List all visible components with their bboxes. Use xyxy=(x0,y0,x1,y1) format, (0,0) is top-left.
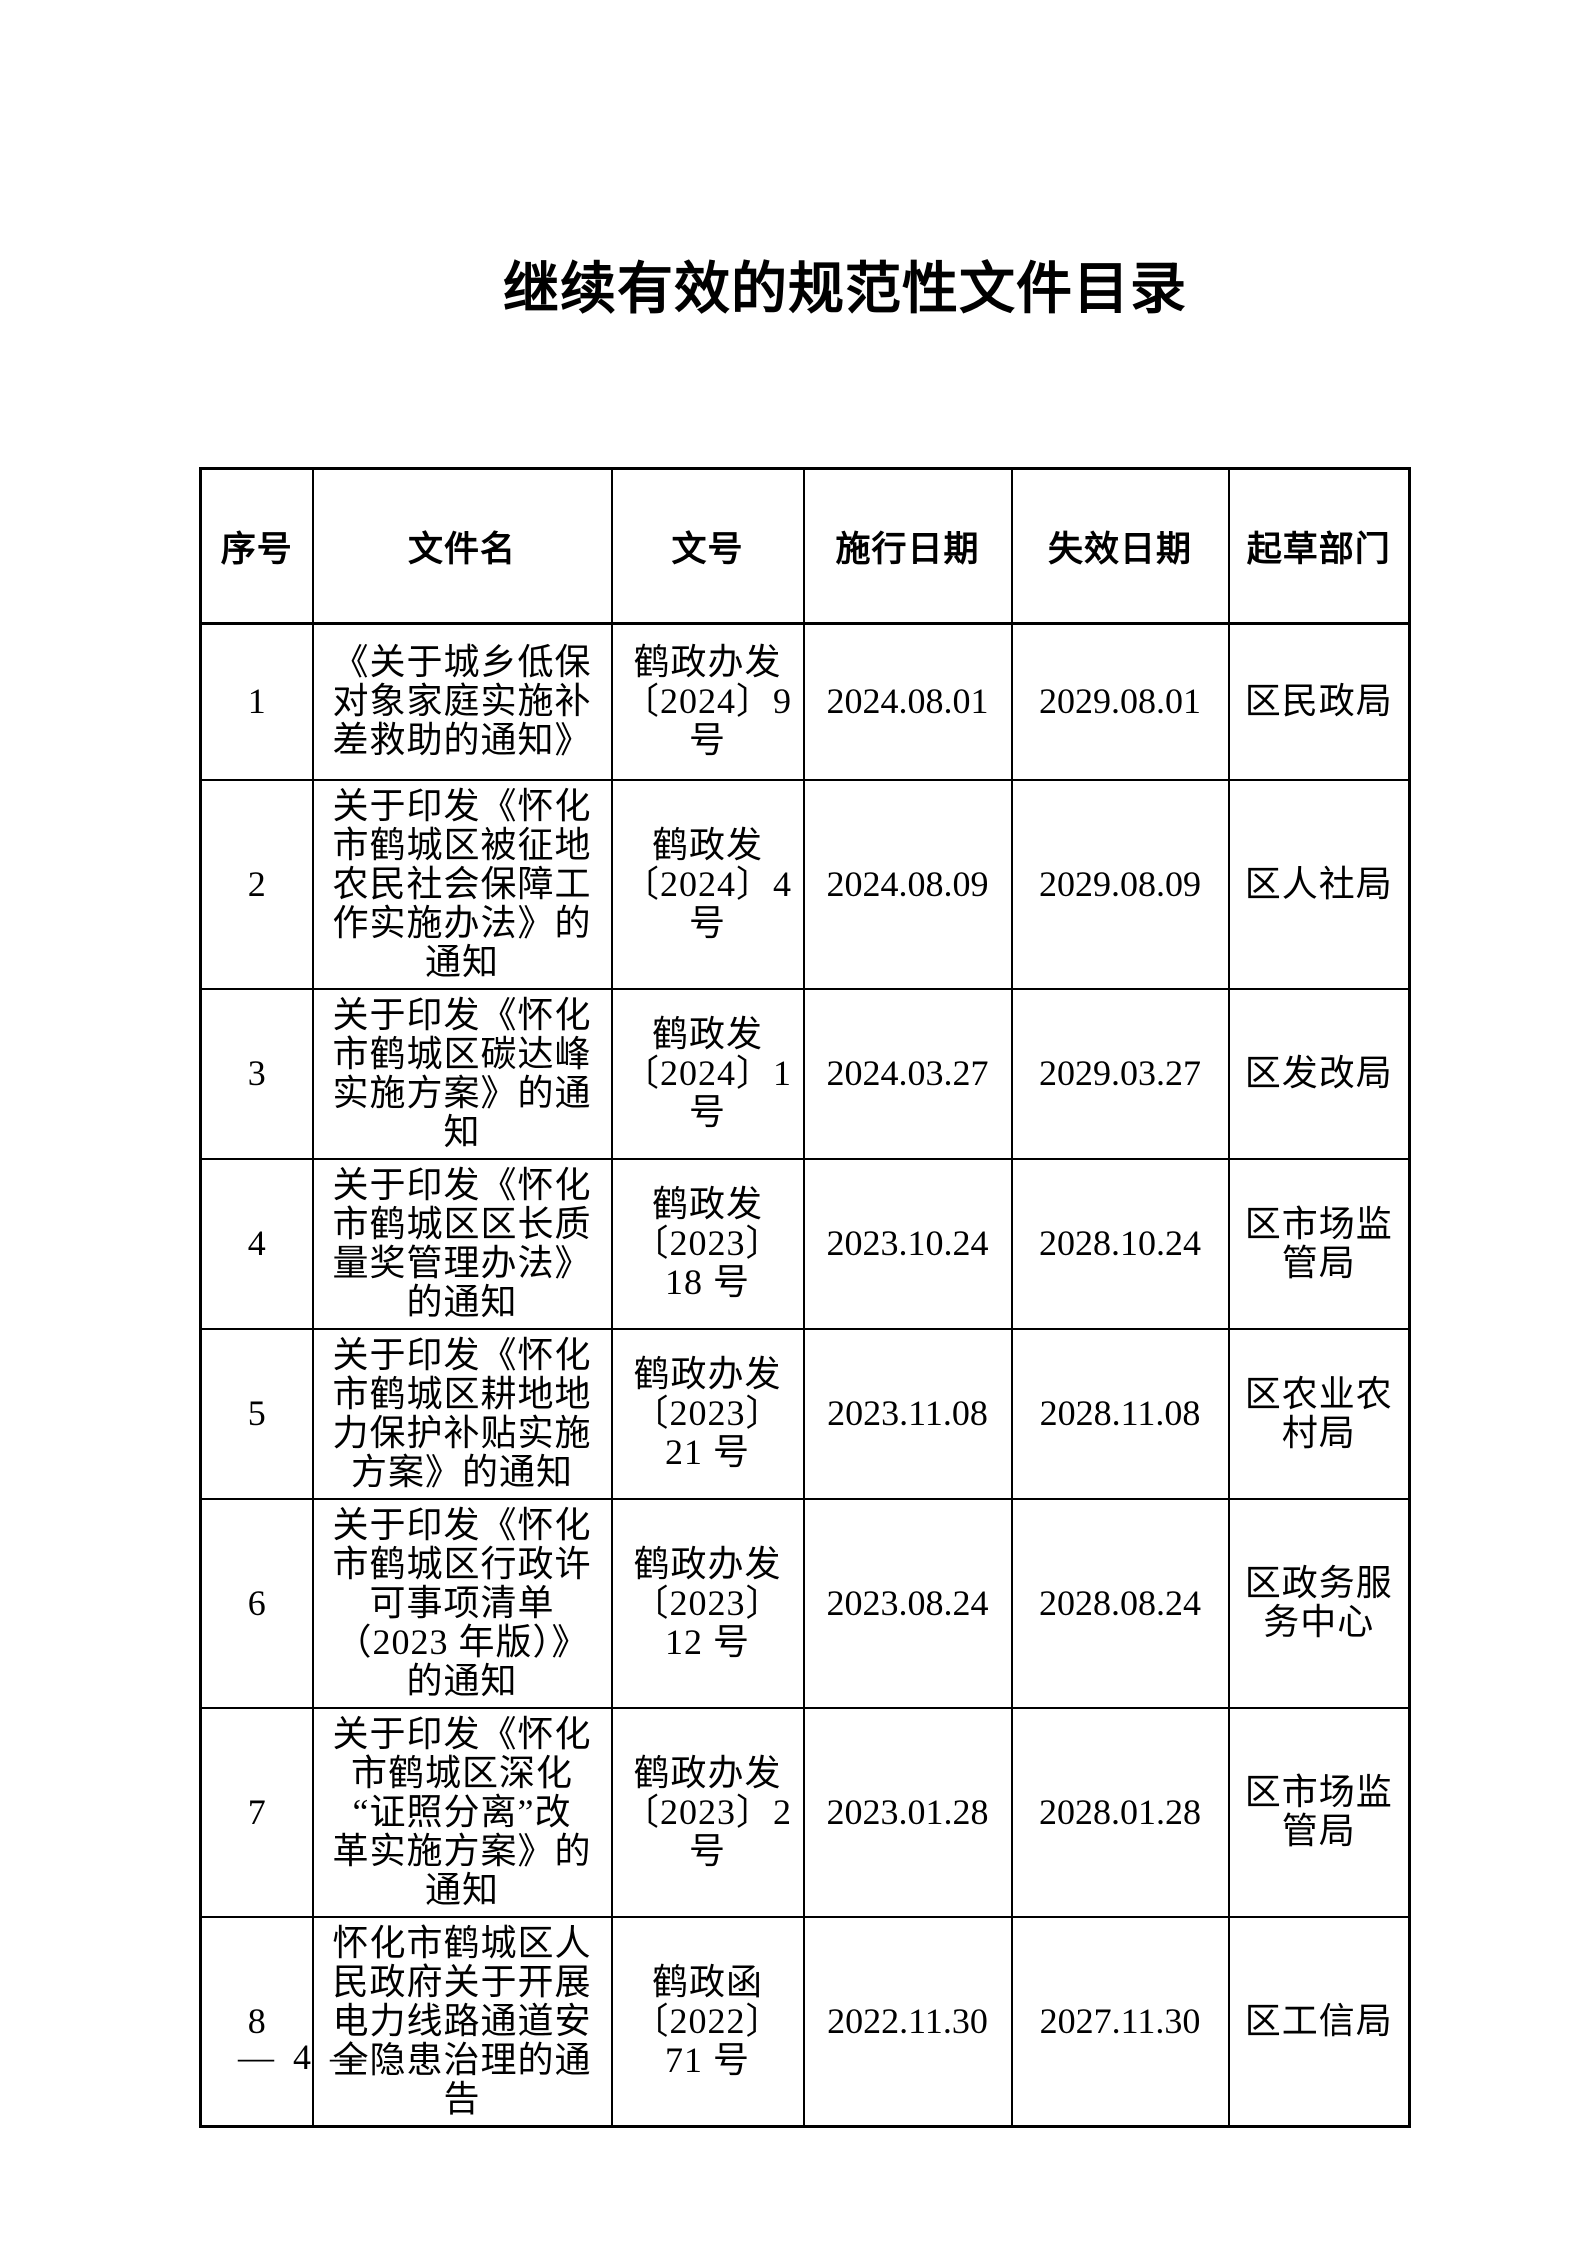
column-header-doc-number: 文号 xyxy=(610,467,805,625)
cell-file-name: 怀化市鹤城区人 民政府关于开展 电力线路通道安 全隐患治理的通 告 xyxy=(311,1915,613,2127)
cell-expiry-date: 2028.11.08 xyxy=(1010,1327,1230,1500)
cell-doc-number: 鹤政发 〔2023〕 18 号 xyxy=(610,1157,805,1330)
cell-doc-number: 鹤政发 〔2024〕1 号 xyxy=(610,987,805,1160)
table-row: 1 《关于城乡低保 对象家庭实施补 差救助的通知》 鹤政办发 〔2024〕9 号 20… xyxy=(199,622,1411,781)
cell-effective-date: 2022.11.30 xyxy=(802,1915,1013,2127)
column-header-serial: 序号 xyxy=(199,467,314,625)
cell-effective-date: 2024.08.01 xyxy=(802,622,1013,781)
table-row: 8 怀化市鹤城区人 民政府关于开展 电力线路通道安 全隐患治理的通 告鹤政函 〔2… xyxy=(199,1915,1411,2127)
cell-effective-date: 2024.08.09 xyxy=(802,778,1013,990)
table-row: 6 关于印发《怀化 市鹤城区行政许 可事项清单 （2023 年版）》 的通知 鹤政办… xyxy=(199,1497,1411,1709)
table-row: 5 关于印发《怀化 市鹤城区耕地地 力保护补贴实施 方案》的通知 鹤政办发 〔202… xyxy=(199,1327,1411,1500)
cell-expiry-date: 2027.11.30 xyxy=(1010,1915,1230,2127)
cell-doc-number: 鹤政办发 〔2023〕2 号 xyxy=(610,1706,805,1918)
cell-effective-date: 2023.10.24 xyxy=(802,1157,1013,1330)
cell-expiry-date: 2029.08.09 xyxy=(1010,778,1230,990)
cell-effective-date: 2023.11.08 xyxy=(802,1327,1013,1500)
cell-department: 区工信局 xyxy=(1227,1915,1411,2127)
document-title: 继续有效的规范性文件目录 xyxy=(503,256,1187,322)
cell-serial: 2 xyxy=(199,778,314,990)
cell-serial: 7 xyxy=(199,1706,314,1918)
table-row: 4 关于印发《怀化 市鹤城区区长质 量奖管理办法》 的通知 鹤政发 〔2023〕 1… xyxy=(199,1157,1411,1330)
cell-file-name: 关于印发《怀化 市鹤城区被征地 农民社会保障工 作实施办法》的 通知 xyxy=(311,778,613,990)
table-row: 2 关于印发《怀化 市鹤城区被征地 农民社会保障工 作实施办法》的 通知 鹤政发 〔… xyxy=(199,778,1411,990)
cell-effective-date: 2023.01.28 xyxy=(802,1706,1013,1918)
cell-expiry-date: 2029.08.01 xyxy=(1010,622,1230,781)
cell-serial: 4 xyxy=(199,1157,314,1330)
cell-doc-number: 鹤政函 〔2022〕 71 号 xyxy=(610,1915,805,2127)
table-row: 7 关于印发《怀化 市鹤城区深化 “证照分离”改 革实施方案》的 通知 鹤政办发 〔… xyxy=(199,1706,1411,1918)
cell-department: 区政务服 务中心 xyxy=(1227,1497,1411,1709)
cell-file-name: 《关于城乡低保 对象家庭实施补 差救助的通知》 xyxy=(311,622,613,781)
column-header-effective-date: 施行日期 xyxy=(802,467,1013,625)
cell-serial: 8 xyxy=(199,1915,314,2127)
cell-file-name: 关于印发《怀化 市鹤城区耕地地 力保护补贴实施 方案》的通知 xyxy=(311,1327,613,1500)
table-header-row: 序号 文件名 文号 施行日期 失效日期 起草部门 xyxy=(199,467,1411,625)
cell-expiry-date: 2028.08.24 xyxy=(1010,1497,1230,1709)
cell-doc-number: 鹤政发 〔2024〕4 号 xyxy=(610,778,805,990)
page-number: — 4 — xyxy=(238,2037,371,2077)
cell-department: 区市场监 管局 xyxy=(1227,1706,1411,1918)
cell-file-name: 关于印发《怀化 市鹤城区区长质 量奖管理办法》 的通知 xyxy=(311,1157,613,1330)
cell-department: 区农业农 村局 xyxy=(1227,1327,1411,1500)
cell-department: 区市场监 管局 xyxy=(1227,1157,1411,1330)
cell-doc-number: 鹤政办发 〔2023〕 12 号 xyxy=(610,1497,805,1709)
cell-serial: 5 xyxy=(199,1327,314,1500)
cell-file-name: 关于印发《怀化 市鹤城区碳达峰 实施方案》的通 知 xyxy=(311,987,613,1160)
cell-doc-number: 鹤政办发 〔2024〕9 号 xyxy=(610,622,805,781)
cell-serial: 3 xyxy=(199,987,314,1160)
cell-effective-date: 2024.03.27 xyxy=(802,987,1013,1160)
cell-expiry-date: 2028.10.24 xyxy=(1010,1157,1230,1330)
cell-file-name: 关于印发《怀化 市鹤城区行政许 可事项清单 （2023 年版）》 的通知 xyxy=(311,1497,613,1709)
cell-department: 区发改局 xyxy=(1227,987,1411,1160)
cell-doc-number: 鹤政办发 〔2023〕 21 号 xyxy=(610,1327,805,1500)
cell-expiry-date: 2029.03.27 xyxy=(1010,987,1230,1160)
cell-file-name: 关于印发《怀化 市鹤城区深化 “证照分离”改 革实施方案》的 通知 xyxy=(311,1706,613,1918)
cell-expiry-date: 2028.01.28 xyxy=(1010,1706,1230,1918)
cell-department: 区人社局 xyxy=(1227,778,1411,990)
table-body: 1 《关于城乡低保 对象家庭实施补 差救助的通知》 鹤政办发 〔2024〕9 号 20… xyxy=(199,622,1411,2127)
table-header: 序号 文件名 文号 施行日期 失效日期 起草部门 xyxy=(199,467,1411,625)
column-header-file-name: 文件名 xyxy=(311,467,613,625)
cell-serial: 1 xyxy=(199,622,314,781)
column-header-department: 起草部门 xyxy=(1227,467,1411,625)
valid-documents-table: 序号 文件名 文号 施行日期 失效日期 起草部门 1 《关于城乡低保 对象家庭实施补 差救助… xyxy=(199,467,1411,2128)
cell-department: 区民政局 xyxy=(1227,622,1411,781)
cell-serial: 6 xyxy=(199,1497,314,1709)
cell-effective-date: 2023.08.24 xyxy=(802,1497,1013,1709)
column-header-expiry-date: 失效日期 xyxy=(1010,467,1230,625)
